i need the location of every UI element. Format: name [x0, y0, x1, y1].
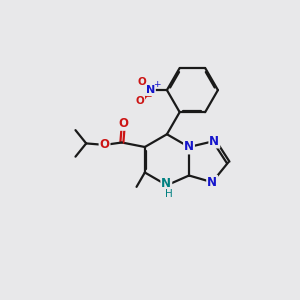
Text: O: O — [100, 138, 110, 152]
Text: +: + — [153, 80, 161, 89]
Text: N: N — [161, 177, 171, 190]
Text: O: O — [136, 96, 144, 106]
Text: H: H — [164, 189, 172, 199]
Text: N: N — [146, 85, 155, 95]
Text: N: N — [209, 134, 219, 148]
Text: O: O — [118, 117, 128, 130]
Text: O: O — [137, 77, 146, 87]
Text: N: N — [184, 140, 194, 154]
Text: −: − — [144, 92, 152, 102]
Text: N: N — [207, 176, 217, 189]
